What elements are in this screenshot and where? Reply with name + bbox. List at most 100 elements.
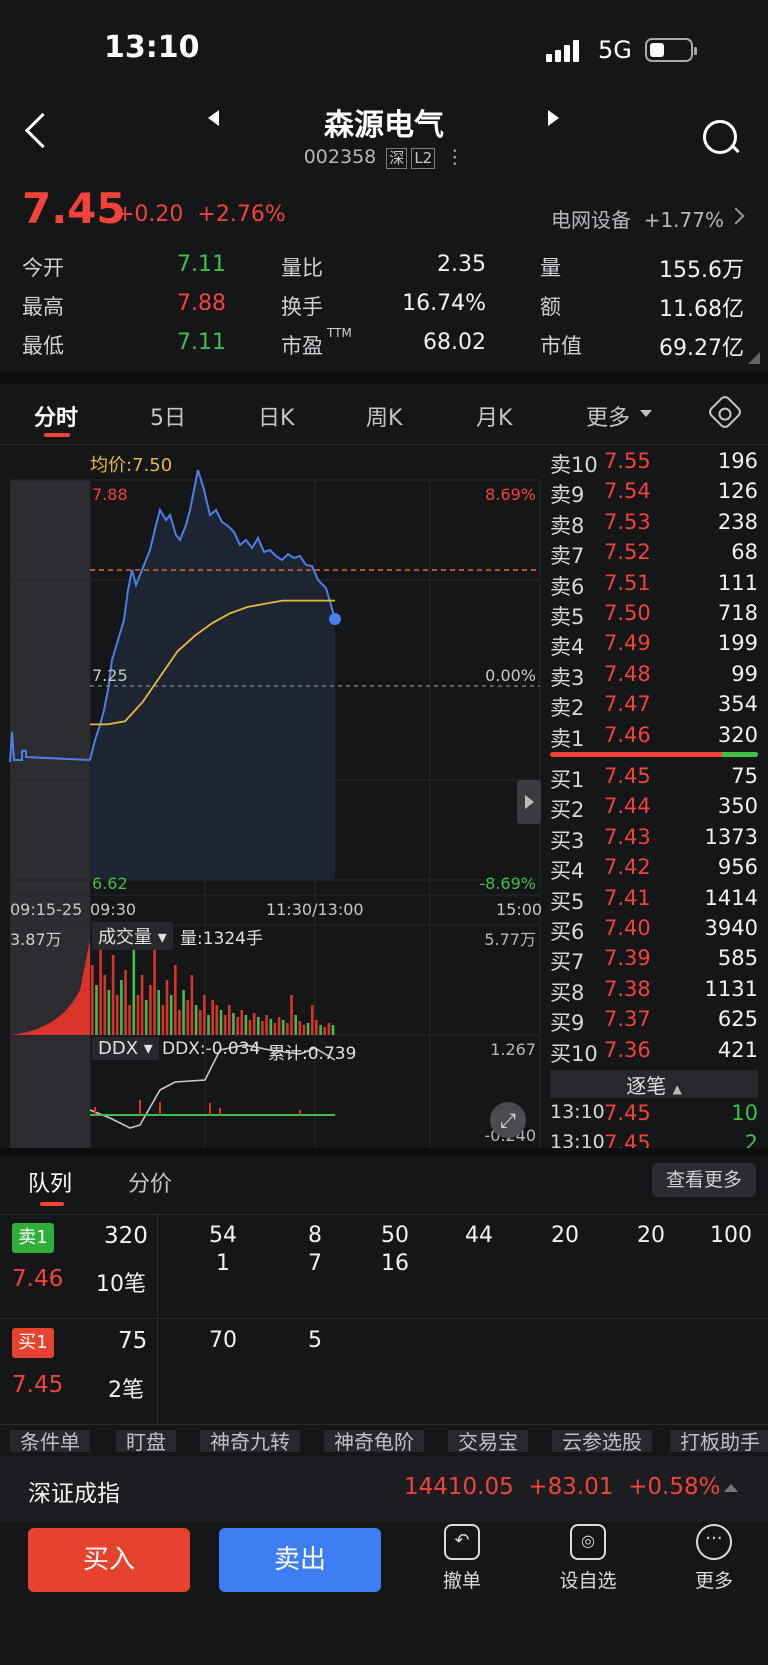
asks-level-price: 7.55: [604, 449, 651, 473]
fullscreen-icon[interactable]: ⤢: [490, 1102, 526, 1138]
asks-level-price: 7.50: [604, 601, 651, 625]
sector-link[interactable]: 电网设备 +1.77%: [551, 204, 724, 233]
buy-button[interactable]: 买入: [28, 1528, 190, 1592]
more-dots-icon[interactable]: ⋮: [445, 146, 465, 168]
stat-value: 2.35: [437, 252, 486, 277]
stat-label: 最高: [22, 295, 64, 319]
asks-level-row[interactable]: 卖8 7.53 238: [550, 510, 758, 540]
more-icon: ···: [696, 1524, 732, 1560]
bids-level-row[interactable]: 买2 7.44 350: [550, 794, 758, 824]
add-watchlist-button[interactable]: ◎ 设自选: [548, 1524, 628, 1593]
bids-level-row[interactable]: 买3 7.43 1373: [550, 825, 758, 855]
stat-value: 16.74%: [402, 291, 486, 316]
prev-stock-icon[interactable]: [208, 110, 219, 126]
bids-level-vol: 421: [717, 1037, 758, 1062]
bids-level-row[interactable]: 买5 7.41 1414: [550, 886, 758, 916]
more-button[interactable]: ··· 更多: [674, 1524, 754, 1593]
tool-chip[interactable]: 神奇九转: [200, 1430, 300, 1452]
status-time: 13:10: [104, 30, 200, 65]
intraday-chart[interactable]: [0, 470, 545, 1150]
asks-level-vol: 68: [731, 540, 758, 565]
bids-level-label: 买5: [550, 889, 585, 914]
tab-5[interactable]: 更多: [586, 406, 631, 431]
volume-selector[interactable]: 成交量 ▾: [92, 922, 173, 950]
tab-4[interactable]: 月K: [476, 406, 513, 431]
asks-level-row[interactable]: 卖3 7.48 99: [550, 662, 758, 692]
collapse-panel-button[interactable]: [517, 780, 541, 824]
asks-level-label: 卖5: [550, 605, 585, 629]
chevron-down-icon[interactable]: [640, 410, 652, 417]
tab-2[interactable]: 日K: [258, 406, 295, 431]
asks-level-label: 卖8: [550, 513, 585, 538]
sector-percent: +1.77%: [643, 208, 724, 232]
view-more-button[interactable]: 查看更多: [652, 1163, 756, 1197]
tab-1[interactable]: 5日: [150, 406, 186, 431]
tool-chip[interactable]: 盯盘: [116, 1430, 176, 1452]
bids-level-row[interactable]: 买1 7.45 75: [550, 764, 758, 794]
bids-level-vol: 956: [717, 855, 758, 880]
tab-3[interactable]: 周K: [366, 406, 403, 431]
next-stock-icon[interactable]: [548, 110, 559, 126]
bids-level-vol: 1373: [704, 824, 758, 849]
time-axis-midday: 11:30/13:00: [266, 900, 364, 919]
bids-level-row[interactable]: 买7 7.39 585: [550, 946, 758, 976]
bids-level-vol: 350: [717, 794, 758, 819]
asks-level-label: 卖4: [550, 635, 585, 660]
asks-level-vol: 354: [717, 692, 758, 717]
asks-level-row[interactable]: 卖6 7.51 111: [550, 571, 758, 601]
tool-chip[interactable]: 云参选股: [552, 1430, 652, 1452]
asks-level-row[interactable]: 卖10 7.55 196: [550, 449, 758, 479]
current-price: 7.45: [22, 184, 126, 233]
ask-queue-order: 1: [216, 1251, 230, 1276]
bids-level-price: 7.40: [604, 916, 651, 940]
asks-level-row[interactable]: 卖2 7.47 354: [550, 692, 758, 722]
expand-corner-icon[interactable]: [748, 352, 760, 364]
chart-settings-icon[interactable]: [706, 393, 744, 431]
asks-level-row[interactable]: 卖9 7.54 126: [550, 479, 758, 509]
asks-level-row[interactable]: 卖4 7.49 199: [550, 631, 758, 661]
tool-chip[interactable]: 交易宝: [448, 1430, 528, 1452]
tick-price: 7.45: [604, 1101, 651, 1125]
tab-queue[interactable]: 队列: [28, 1172, 73, 1197]
tab-0[interactable]: 分时: [34, 406, 79, 431]
index-name[interactable]: 深证成指: [28, 1481, 120, 1507]
asks-level-row[interactable]: 卖5 7.50 718: [550, 601, 758, 631]
chevron-right-icon[interactable]: [727, 207, 745, 225]
asks-level-price: 7.48: [604, 661, 651, 686]
tick-header[interactable]: 逐笔 ▲: [550, 1070, 758, 1098]
ddx-selector[interactable]: DDX ▾: [92, 1037, 159, 1060]
signal-icon: [546, 40, 582, 62]
bids-level-price: 7.36: [604, 1037, 651, 1062]
asks-level-price: 7.53: [604, 509, 651, 534]
time-axis-auction: 09:15-25: [10, 900, 83, 919]
bids-level-label: 买6: [550, 920, 585, 944]
bids-level-price: 7.43: [604, 824, 651, 849]
asks-level-label: 卖3: [550, 665, 585, 690]
tick-price: 7.45: [604, 1131, 651, 1149]
bids-level-row[interactable]: 买4 7.42 956: [550, 855, 758, 885]
bids-level-price: 7.45: [604, 764, 651, 788]
tool-chip[interactable]: 打板助手: [670, 1430, 768, 1452]
search-icon[interactable]: [703, 120, 740, 154]
queue-tab-indicator: [40, 1202, 64, 1206]
cancel-order-button[interactable]: ↶ 撤单: [422, 1524, 502, 1593]
tool-chip[interactable]: 条件单: [10, 1430, 90, 1452]
sell-button[interactable]: 卖出: [219, 1528, 381, 1592]
index-expand-icon[interactable]: [724, 1484, 738, 1492]
ask-queue-order: 50: [381, 1223, 409, 1248]
asks-level-row[interactable]: 卖1 7.46 320: [550, 723, 758, 753]
volume-selector-label: 成交量: [98, 927, 152, 948]
bid1-queue-volume: 75: [118, 1328, 148, 1354]
bids-level-row[interactable]: 买6 7.40 3940: [550, 916, 758, 946]
tab-price-distribution[interactable]: 分价: [128, 1172, 173, 1197]
bid-queue-order: 5: [308, 1328, 322, 1353]
asks-level-price: 7.54: [604, 479, 651, 504]
bids-level-row[interactable]: 买8 7.38 1131: [550, 977, 758, 1007]
stat-label: 量: [540, 256, 561, 280]
asks-level-vol: 126: [717, 479, 758, 504]
bids-level-row[interactable]: 买9 7.37 625: [550, 1007, 758, 1037]
bids-level-row[interactable]: 买10 7.36 421: [550, 1038, 758, 1068]
tool-chip[interactable]: 神奇龟阶: [324, 1430, 424, 1452]
asks-level-row[interactable]: 卖7 7.52 68: [550, 540, 758, 570]
tick-vol: 10: [731, 1101, 758, 1125]
